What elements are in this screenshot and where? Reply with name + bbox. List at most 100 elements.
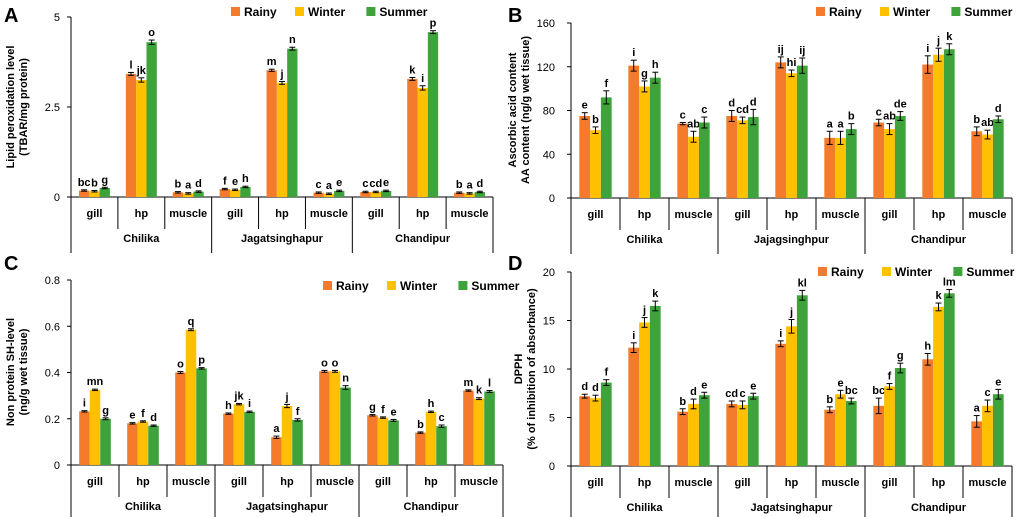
significance-label: f [604,78,608,90]
y-axis-label: Non protein SH-level(ng/g wet tissue) [5,318,30,426]
legend-label: Rainy [336,279,369,293]
bar-summer [240,186,251,197]
significance-label: b [826,394,833,406]
significance-label: k [935,290,942,302]
bar-rainy [407,78,418,197]
bar-summer [698,395,710,466]
bar-winter [933,54,944,198]
significance-label: bc [78,177,91,189]
significance-label: cd [725,388,738,400]
bar-summer [148,425,159,465]
bar-rainy [313,192,324,197]
bar-winter [183,193,194,197]
bar-summer [380,190,392,197]
significance-label: c [316,179,322,191]
tissue-label: muscle [969,477,1007,489]
significance-label: f [223,175,227,187]
bar-rainy [271,437,282,465]
significance-label: c [362,178,368,190]
significance-label: h [428,398,435,410]
significance-label: e [837,377,843,389]
bar-rainy [463,390,474,465]
y-tick-label: 0.2 [45,414,60,426]
legend-label: Summer [966,265,1014,279]
significance-label: e [336,177,342,189]
significance-label: k [652,288,659,300]
bar-winter [136,80,147,197]
significance-label: d [150,412,157,424]
bar-winter [884,129,895,198]
significance-label: cd [369,178,382,190]
tissue-label: gill [882,477,898,489]
legend-label: Winter [895,265,933,279]
significance-label: b [456,179,463,191]
bar-rainy [223,413,234,465]
significance-label: b [973,114,980,126]
significance-label: a [185,180,192,192]
bar-rainy [873,122,885,198]
bar-rainy [579,115,591,198]
y-axis-label-line: (ng/g wet tissue) [18,328,30,415]
bar-winter [329,371,341,465]
significance-label: j [789,307,793,319]
bar-summer [796,295,808,466]
y-axis-label-line: (% of inhibition of absorbance) [526,288,538,450]
bar-summer [99,188,110,197]
significance-label: a [974,403,981,415]
tissue-label: hp [785,209,799,221]
y-tick-label: 80 [543,106,555,118]
significance-label: d [581,381,588,393]
bar-rainy [824,137,836,198]
bar-summer [427,32,439,198]
bar-winter [137,421,149,465]
legend-swatch [953,267,963,276]
significance-label: h [242,173,249,185]
tissue-label: gill [588,477,604,489]
legend-swatch [816,7,825,16]
bar-summer [292,419,303,465]
significance-label: c [984,387,990,399]
tissue-label: muscle [969,209,1007,221]
legend-swatch [387,281,396,290]
tissue-label: gill [227,208,243,220]
significance-label: bc [872,385,885,397]
significance-label: i [421,73,424,85]
significance-label: i [779,328,782,340]
significance-label: k [409,64,416,76]
bar-summer [747,117,759,198]
significance-label: cd [736,104,749,116]
bar-summer [796,65,808,198]
tissue-label: muscle [822,477,860,489]
bar-summer [600,97,612,198]
legend-label: Rainy [831,265,864,279]
bar-rainy [922,359,934,466]
significance-label: j [642,305,646,317]
bar-winter [276,82,288,197]
bar-rainy [775,343,787,466]
tissue-label: hp [932,209,946,221]
panel-d: D DPPH(% of inhibition of absorbance) 0 5 10… [508,253,1015,517]
significance-label: ij [778,44,784,56]
significance-label: p [430,18,437,30]
significance-label: kl [798,277,807,289]
significance-label: e [390,406,396,418]
bar-rainy [873,405,885,466]
significance-label: g [369,402,376,414]
legend-label: Summer [471,279,519,293]
significance-label: n [289,34,296,46]
legend-swatch [818,267,827,276]
significance-label: g [102,405,109,417]
significance-label: d [592,382,599,394]
significance-label: d [995,103,1002,115]
bar-rainy [824,409,836,466]
legend-swatch [458,281,468,290]
significance-label: o [321,357,328,369]
bar-rainy [726,403,738,466]
significance-label: b [848,111,855,123]
bar-summer [484,391,495,465]
significance-label: b [91,178,98,190]
significance-label: o [177,359,184,371]
tissue-label: muscle [675,477,713,489]
tissue-label: muscle [822,209,860,221]
